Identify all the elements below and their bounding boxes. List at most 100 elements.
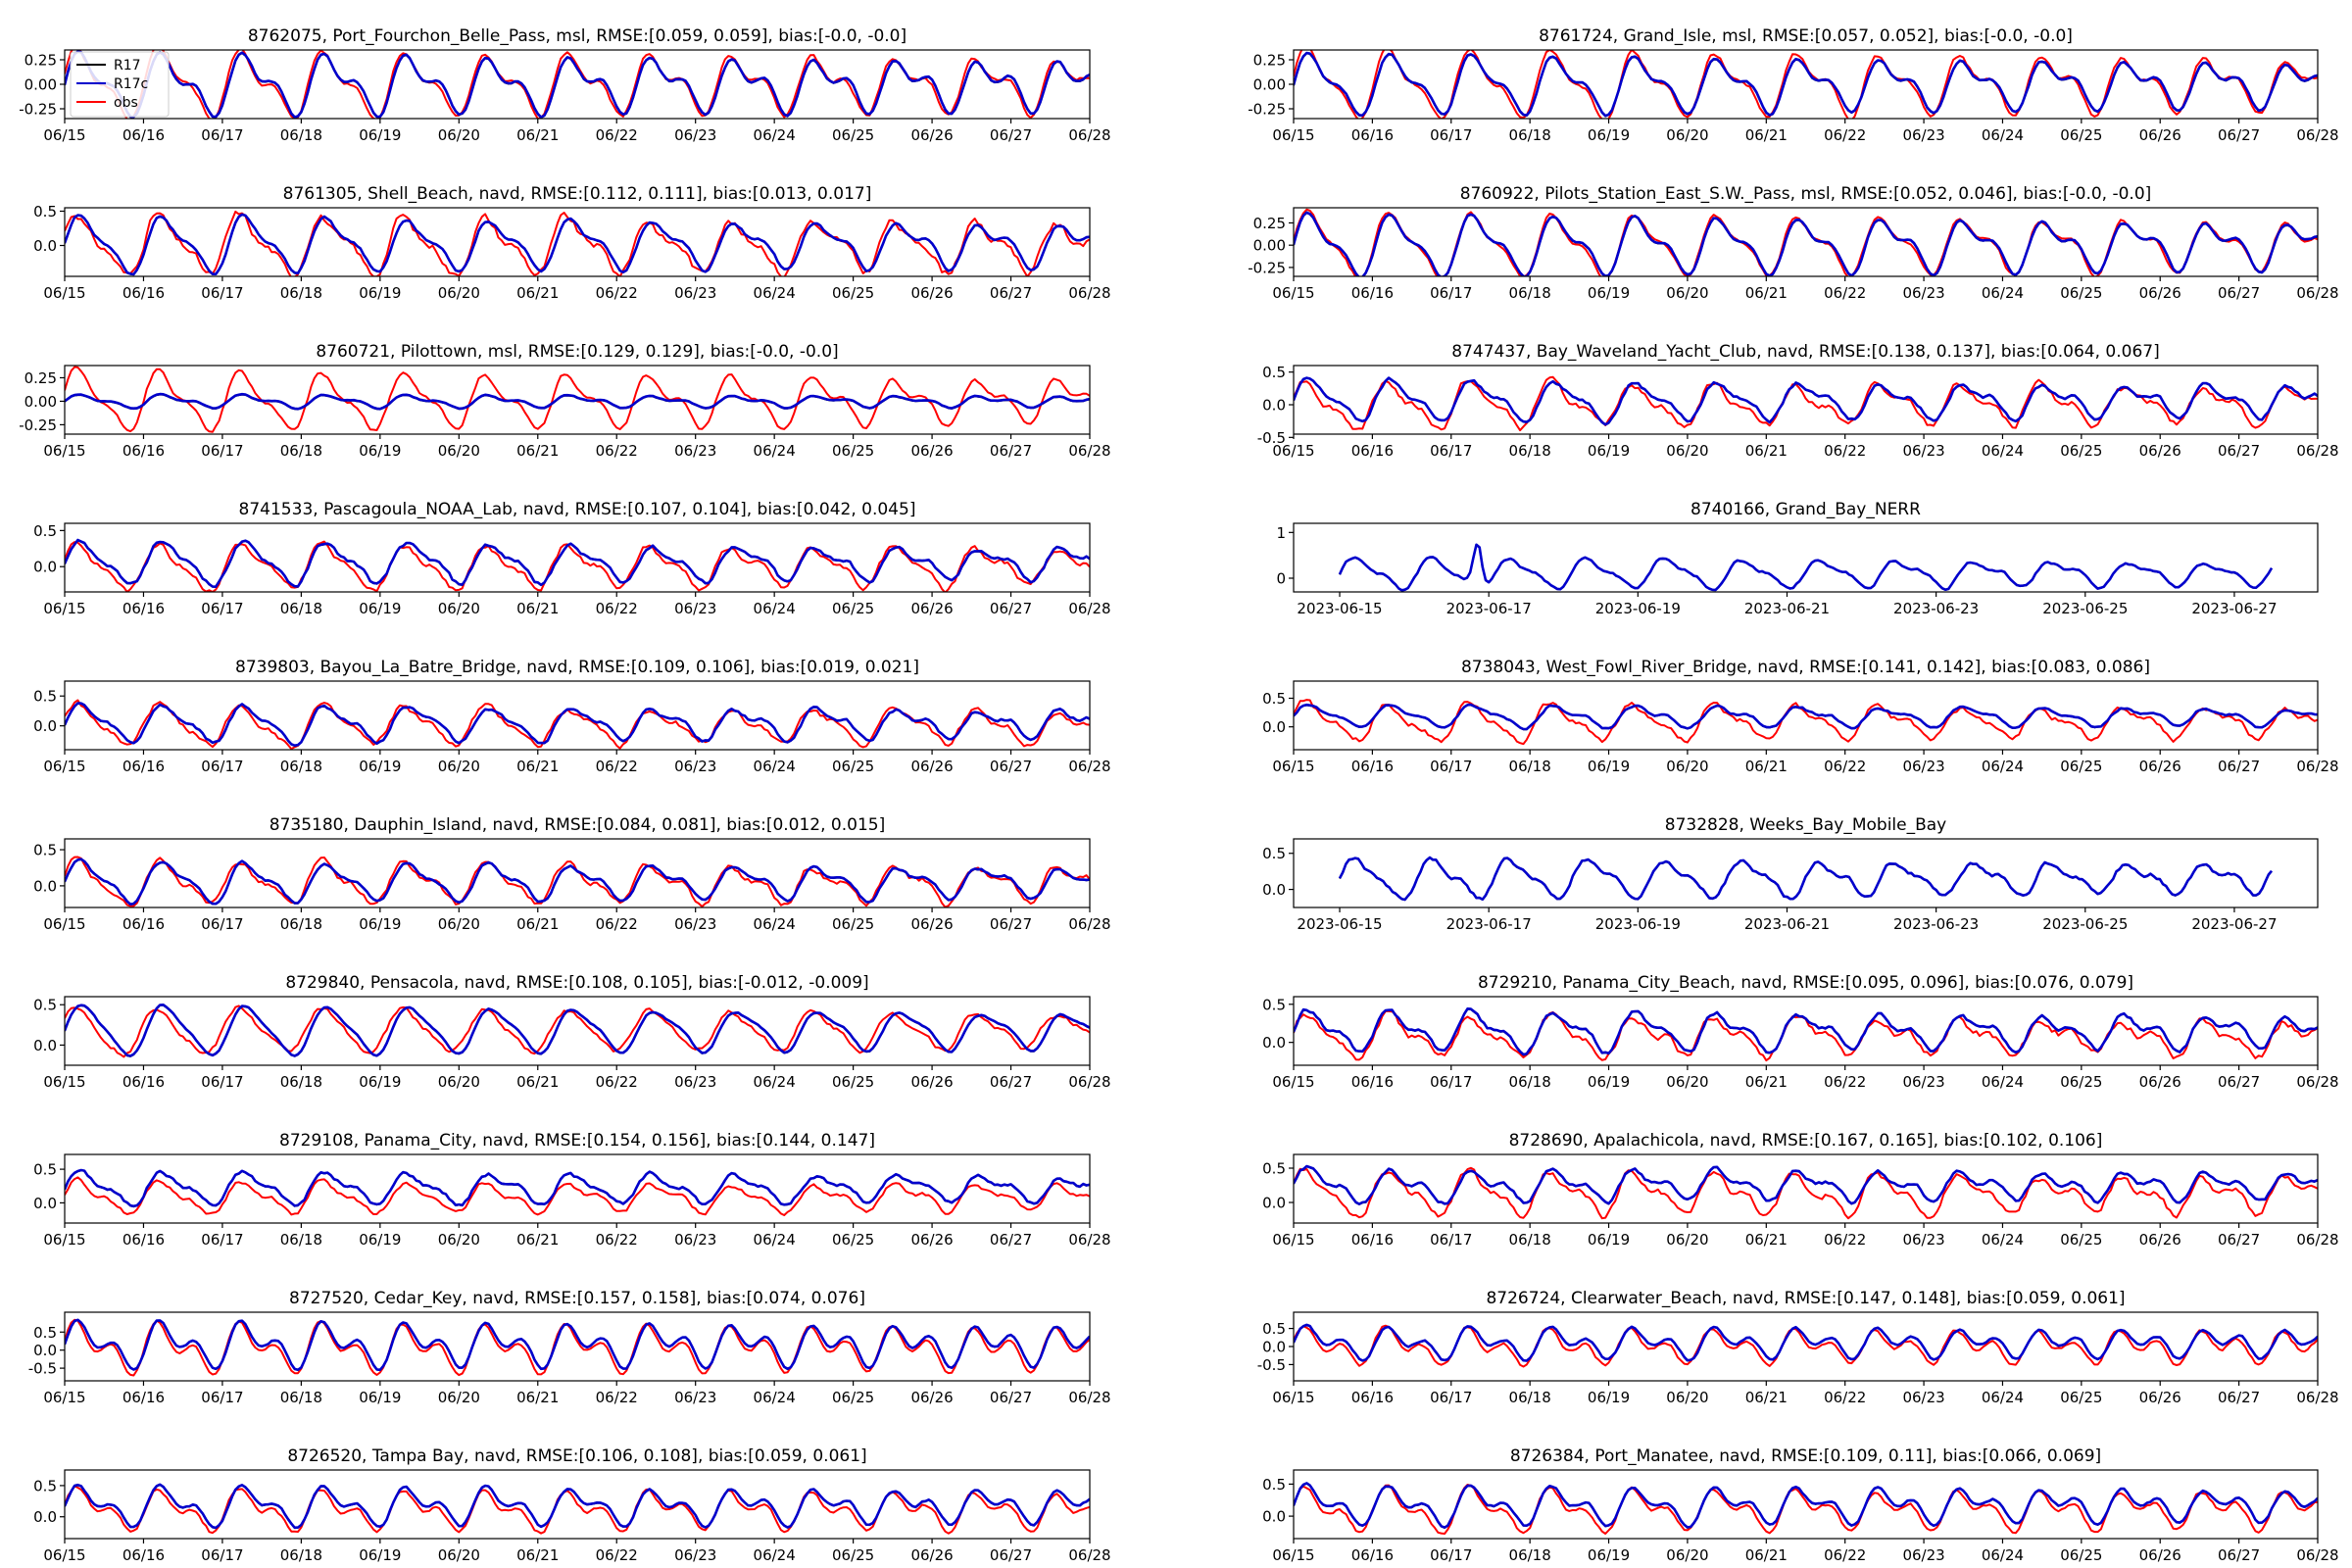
axes-frame	[1293, 838, 2319, 908]
x-tick-label: 2023-06-21	[1744, 600, 1830, 617]
x-tick-label: 2023-06-23	[1893, 600, 1979, 617]
x-tick-label: 06/23	[674, 1073, 716, 1091]
x-tick-label: 06/28	[1068, 1546, 1110, 1564]
x-tick-label: 06/17	[201, 1073, 243, 1091]
x-tick-label: 06/20	[1666, 1389, 1708, 1406]
subplot-title: 8726724, Clearwater_Beach, navd, RMSE:[0…	[1486, 1289, 2125, 1308]
x-tick-label: 2023-06-25	[2042, 915, 2128, 933]
x-tick-label: 06/22	[596, 126, 638, 144]
x-tick-label: 06/16	[122, 1546, 165, 1564]
x-tick-label: 06/19	[1588, 758, 1630, 775]
x-tick-label: 06/26	[2139, 758, 2181, 775]
r17c-line	[65, 392, 1090, 411]
x-tick-label: 06/19	[1588, 126, 1630, 144]
x-tick-label: 06/18	[1509, 442, 1551, 460]
axes-frame	[64, 207, 1091, 277]
y-tick-label: 0.5	[1262, 1476, 1286, 1494]
x-tick-label: 06/23	[1902, 126, 1944, 144]
x-tick-label: 06/25	[2060, 284, 2102, 302]
x-tick-label: 06/28	[1068, 1231, 1110, 1249]
series-group	[65, 1318, 1090, 1377]
x-tick-label: 06/19	[359, 1231, 401, 1249]
y-tick-label: 0.25	[24, 52, 57, 70]
x-tick-label: 06/19	[1588, 1389, 1630, 1406]
x-tick-label: 06/25	[832, 1546, 874, 1564]
x-tick-label: 06/22	[1824, 1073, 1866, 1091]
subplot-title: 8727520, Cedar_Key, navd, RMSE:[0.157, 0…	[289, 1289, 865, 1308]
x-tick-label: 06/15	[1272, 126, 1314, 144]
subplot-17: 8726724, Clearwater_Beach, navd, RMSE:[0…	[1257, 1289, 2339, 1406]
x-tick-label: 06/24	[1982, 442, 2024, 460]
x-tick-label: 06/18	[280, 1231, 322, 1249]
x-tick-label: 06/28	[2296, 758, 2338, 775]
x-tick-label: 06/25	[832, 758, 874, 775]
x-tick-label: 06/27	[990, 758, 1032, 775]
y-tick-label: 0.0	[33, 1342, 57, 1359]
x-tick-label: 2023-06-27	[2191, 600, 2277, 617]
x-tick-label: 06/28	[2296, 442, 2338, 460]
x-tick-label: 06/21	[1745, 1073, 1788, 1091]
x-tick-label: 06/25	[832, 442, 874, 460]
x-tick-label: 06/23	[674, 915, 716, 933]
x-tick-label: 06/26	[910, 284, 953, 302]
x-tick-label: 06/27	[2218, 1231, 2260, 1249]
legend-box	[70, 51, 170, 118]
x-tick-label: 06/19	[359, 126, 401, 144]
series-group	[65, 366, 1090, 433]
x-tick-label: 06/27	[990, 284, 1032, 302]
x-tick-label: 06/16	[122, 1231, 165, 1249]
obs-line	[1294, 208, 2318, 276]
x-tick-label: 06/21	[516, 1389, 559, 1406]
subplot-10: 8735180, Dauphin_Island, navd, RMSE:[0.0…	[33, 815, 1110, 933]
x-tick-label: 2023-06-17	[1446, 600, 1532, 617]
x-tick-label: 06/20	[438, 126, 480, 144]
x-tick-label: 06/21	[1745, 284, 1788, 302]
series-group	[1294, 375, 2318, 432]
axes-frame	[1293, 49, 2319, 120]
x-tick-label: 06/23	[1902, 284, 1944, 302]
x-tick-label: 06/19	[359, 915, 401, 933]
x-tick-label: 06/18	[280, 442, 322, 460]
x-tick-label: 06/21	[1745, 442, 1788, 460]
x-tick-label: 06/27	[2218, 1389, 2260, 1406]
x-tick-label: 06/20	[438, 1389, 480, 1406]
axes-frame	[1293, 1153, 2319, 1224]
x-tick-label: 06/24	[754, 284, 796, 302]
x-tick-label: 06/23	[674, 1546, 716, 1564]
subplot-19: 8726384, Port_Manatee, navd, RMSE:[0.109…	[1262, 1446, 2338, 1564]
x-tick-label: 06/26	[910, 1546, 953, 1564]
x-tick-label: 06/26	[910, 126, 953, 144]
x-tick-label: 06/26	[910, 1231, 953, 1249]
x-tick-label: 06/18	[280, 600, 322, 617]
y-tick-label: -0.25	[19, 101, 57, 119]
x-tick-label: 06/21	[1745, 758, 1788, 775]
y-tick-label: 0.0	[1262, 718, 1286, 736]
x-tick-label: 06/23	[674, 284, 716, 302]
x-tick-label: 06/18	[1509, 758, 1551, 775]
series-group	[65, 1483, 1090, 1535]
y-tick-label: 0.5	[1262, 690, 1286, 708]
x-tick-label: 06/25	[832, 1073, 874, 1091]
x-tick-label: 06/22	[1824, 1389, 1866, 1406]
series-group	[1294, 1007, 2318, 1062]
x-tick-label: 06/17	[201, 1546, 243, 1564]
subplot-title: 8729840, Pensacola, navd, RMSE:[0.108, 0…	[285, 973, 868, 993]
x-tick-label: 06/22	[596, 284, 638, 302]
y-tick-label: 0.00	[1253, 237, 1286, 255]
x-tick-label: 06/26	[910, 758, 953, 775]
y-tick-label: 0.00	[24, 76, 57, 94]
x-tick-label: 2023-06-23	[1893, 915, 1979, 933]
x-tick-label: 06/17	[1430, 1073, 1472, 1091]
axes-frame	[64, 1153, 1091, 1224]
x-tick-label: 06/21	[516, 1073, 559, 1091]
x-tick-label: 06/26	[910, 442, 953, 460]
subplot-title: 8729108, Panama_City, navd, RMSE:[0.154,…	[279, 1131, 875, 1151]
r17c-line	[65, 538, 1090, 588]
r17c-line	[65, 858, 1090, 906]
subplot-13: 8729210, Panama_City_Beach, navd, RMSE:[…	[1262, 973, 2338, 1091]
x-tick-label: 06/28	[1068, 758, 1110, 775]
x-tick-label: 06/15	[43, 915, 85, 933]
r17c-line	[1294, 1164, 2318, 1205]
y-tick-label: 0.5	[33, 842, 57, 859]
x-tick-label: 06/22	[1824, 126, 1866, 144]
